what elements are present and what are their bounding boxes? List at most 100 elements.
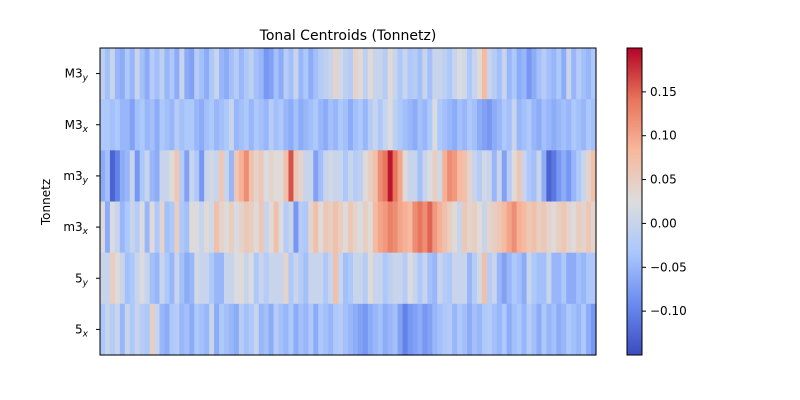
heatmap-cell bbox=[100, 252, 106, 305]
heatmap-cell bbox=[501, 99, 508, 151]
heatmap-cell bbox=[531, 48, 538, 100]
heatmap-cell bbox=[298, 201, 304, 254]
heatmap-cell bbox=[303, 48, 309, 100]
heatmap-cell bbox=[214, 48, 220, 100]
heatmap-cell bbox=[462, 48, 468, 100]
heatmap-cell bbox=[432, 252, 438, 305]
heatmap-cell bbox=[397, 303, 404, 356]
heatmap-cell bbox=[422, 252, 428, 305]
heatmap-cell bbox=[184, 150, 190, 203]
heatmap-cell bbox=[506, 252, 513, 305]
heatmap-cell bbox=[139, 48, 146, 100]
heatmap-cell bbox=[238, 303, 245, 356]
heatmap-cell bbox=[139, 150, 146, 203]
heatmap-cell bbox=[377, 303, 384, 356]
heatmap-cell bbox=[531, 252, 538, 305]
heatmap-cell bbox=[377, 99, 384, 151]
heatmap-cell bbox=[506, 150, 513, 203]
heatmap-cell bbox=[263, 150, 270, 203]
heatmap-cell bbox=[486, 99, 493, 151]
heatmap-cell bbox=[427, 48, 433, 100]
heatmap-cell bbox=[258, 252, 265, 305]
heatmap-cell bbox=[343, 48, 349, 100]
heatmap-cell bbox=[343, 252, 349, 305]
heatmap-cell bbox=[263, 252, 270, 305]
heatmap-cell bbox=[159, 303, 166, 356]
heatmap-cell bbox=[258, 201, 265, 254]
heatmap-cell bbox=[313, 201, 319, 254]
heatmap-cell bbox=[442, 150, 448, 203]
heatmap-cell bbox=[392, 150, 399, 203]
heatmap-cell bbox=[412, 201, 419, 254]
heatmap-cell bbox=[179, 201, 185, 254]
heatmap-cell bbox=[382, 48, 389, 100]
heatmap-cell bbox=[283, 99, 290, 151]
heatmap-cell bbox=[571, 99, 577, 151]
heatmap-cell bbox=[352, 252, 359, 305]
heatmap-cell bbox=[417, 252, 423, 305]
heatmap-cell bbox=[437, 48, 443, 100]
heatmap-cell bbox=[263, 201, 270, 254]
heatmap-cell bbox=[422, 48, 428, 100]
heatmap-cell bbox=[214, 201, 220, 254]
heatmap-cell bbox=[362, 252, 369, 305]
heatmap-cell bbox=[169, 303, 175, 356]
heatmap-cell bbox=[576, 303, 582, 356]
heatmap-cell bbox=[303, 150, 309, 203]
heatmap-cell bbox=[224, 99, 230, 151]
heatmap-cell bbox=[536, 48, 543, 100]
heatmap-cell bbox=[159, 48, 166, 100]
heatmap-cell bbox=[114, 99, 121, 151]
heatmap-cell bbox=[273, 150, 280, 203]
heatmap-cell bbox=[581, 201, 587, 254]
heatmap-cell bbox=[273, 48, 280, 100]
heatmap-cell bbox=[343, 201, 349, 254]
heatmap-cell bbox=[566, 303, 572, 356]
heatmap-cell bbox=[144, 99, 151, 151]
heatmap-cell bbox=[283, 48, 290, 100]
heatmap-cell bbox=[452, 252, 458, 305]
heatmap-cell bbox=[457, 150, 463, 203]
heatmap-cell bbox=[357, 48, 364, 100]
heatmap-cell bbox=[481, 48, 488, 100]
heatmap-cell bbox=[219, 48, 225, 100]
heatmap-cell bbox=[154, 252, 161, 305]
heatmap-cell bbox=[511, 252, 518, 305]
heatmap-cell bbox=[452, 303, 458, 356]
heatmap-cell bbox=[129, 48, 136, 100]
heatmap-cell bbox=[174, 48, 180, 100]
heatmap-cell bbox=[387, 150, 394, 203]
heatmap-cell bbox=[561, 150, 567, 203]
heatmap-cell bbox=[139, 201, 146, 254]
heatmap-cell bbox=[224, 150, 230, 203]
heatmap-cell bbox=[556, 150, 562, 203]
colorbar bbox=[626, 47, 643, 356]
heatmap-cell bbox=[531, 201, 538, 254]
heatmap-cell bbox=[144, 150, 151, 203]
heatmap-cell bbox=[486, 150, 493, 203]
heatmap-cell bbox=[253, 201, 260, 254]
heatmap-cell bbox=[323, 303, 329, 356]
heatmap-cell bbox=[452, 99, 458, 151]
heatmap-cell bbox=[402, 201, 409, 254]
heatmap-cell bbox=[298, 99, 304, 151]
heatmap-cell bbox=[407, 201, 414, 254]
heatmap-cell bbox=[387, 303, 394, 356]
heatmap-cell bbox=[338, 99, 344, 151]
heatmap-cell bbox=[293, 303, 299, 356]
heatmap-cell bbox=[432, 303, 438, 356]
heatmap-cell bbox=[442, 201, 448, 254]
heatmap-cell bbox=[417, 150, 423, 203]
heatmap-cell bbox=[581, 150, 587, 203]
heatmap-cell bbox=[209, 201, 215, 254]
heatmap-cell bbox=[586, 201, 592, 254]
heatmap-cell bbox=[204, 303, 210, 356]
heatmap-cell bbox=[194, 252, 200, 305]
heatmap-cell bbox=[328, 303, 334, 356]
heatmap-cell bbox=[338, 303, 344, 356]
heatmap-cell bbox=[308, 99, 314, 151]
heatmap-cell bbox=[546, 99, 552, 151]
heatmap-cell bbox=[174, 150, 180, 203]
heatmap-cell bbox=[516, 303, 523, 356]
heatmap-cell bbox=[427, 201, 433, 254]
